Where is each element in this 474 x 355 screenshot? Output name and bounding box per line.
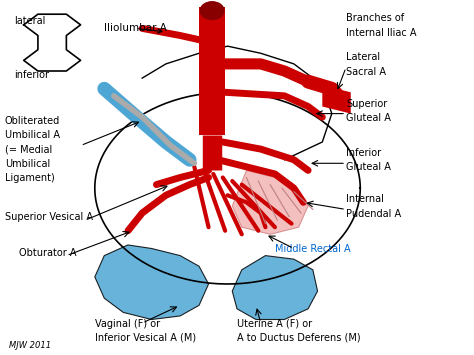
Text: Lateral: Lateral	[346, 52, 380, 62]
Text: Umbilical A: Umbilical A	[5, 130, 60, 141]
Polygon shape	[322, 85, 351, 114]
Text: Umbilical: Umbilical	[5, 159, 50, 169]
Text: Inferior: Inferior	[346, 148, 381, 158]
Text: Internal Iliac A: Internal Iliac A	[346, 27, 417, 38]
Text: Pudendal A: Pudendal A	[346, 208, 401, 219]
Text: inferior: inferior	[14, 70, 49, 80]
Text: (= Medial: (= Medial	[5, 144, 52, 155]
Text: Internal: Internal	[346, 194, 384, 204]
Text: Inferior Vesical A (M): Inferior Vesical A (M)	[95, 333, 196, 343]
Polygon shape	[232, 256, 318, 320]
Text: Uterine A (F) or: Uterine A (F) or	[237, 318, 312, 329]
Text: Branches of: Branches of	[346, 13, 404, 23]
Text: Vaginal (F) or: Vaginal (F) or	[95, 318, 160, 329]
Text: Gluteal A: Gluteal A	[346, 162, 391, 173]
Text: Superior: Superior	[346, 98, 387, 109]
Text: Obliterated: Obliterated	[5, 116, 60, 126]
Text: Middle Rectal A: Middle Rectal A	[275, 244, 351, 254]
Polygon shape	[232, 170, 308, 234]
Text: Ligament): Ligament)	[5, 173, 55, 183]
Circle shape	[200, 2, 224, 20]
Text: Gluteal A: Gluteal A	[346, 113, 391, 123]
Polygon shape	[95, 245, 209, 320]
Text: Sacral A: Sacral A	[346, 66, 386, 77]
Polygon shape	[199, 7, 225, 135]
Text: Obturator A: Obturator A	[19, 247, 76, 258]
Text: Iliolumbar A: Iliolumbar A	[104, 23, 167, 33]
Text: A to Ductus Deferens (M): A to Ductus Deferens (M)	[237, 333, 361, 343]
Text: lateral: lateral	[14, 16, 46, 26]
Text: MJW 2011: MJW 2011	[9, 341, 52, 350]
Text: Superior Vesical A: Superior Vesical A	[5, 212, 93, 222]
